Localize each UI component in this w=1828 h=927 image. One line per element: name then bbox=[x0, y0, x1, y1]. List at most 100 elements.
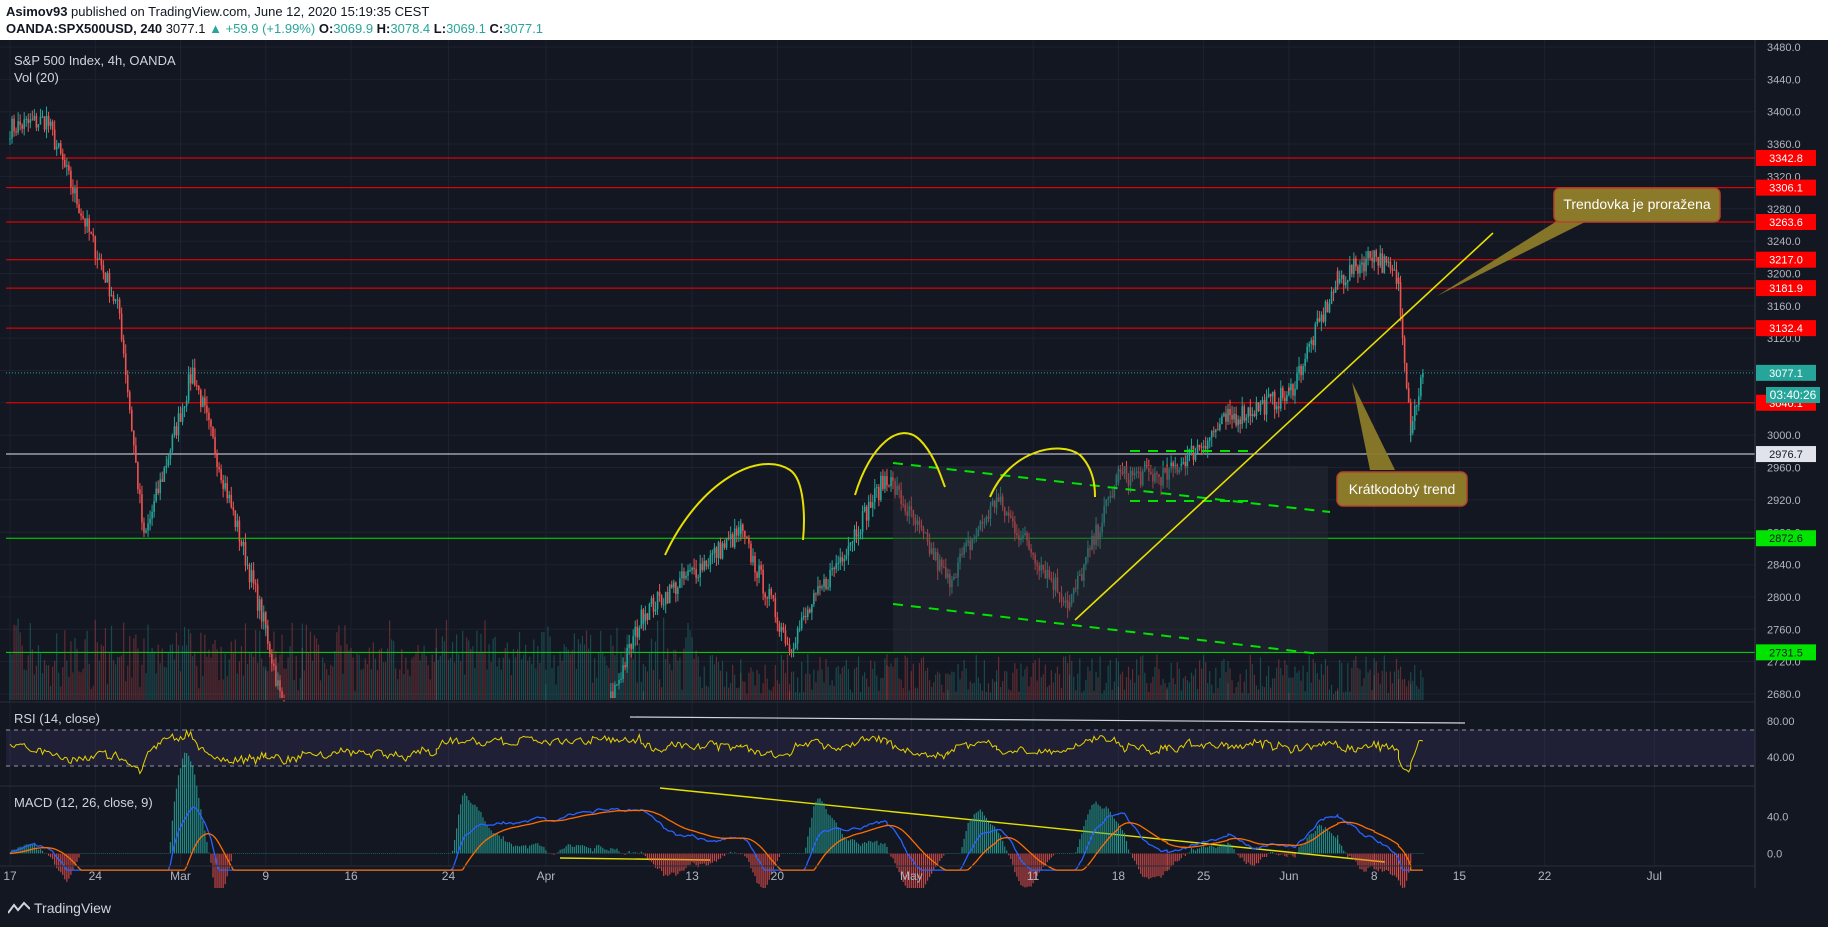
volume-bar bbox=[892, 666, 894, 700]
arc-head[interactable] bbox=[854, 432, 946, 496]
macd-histogram-bar bbox=[987, 821, 990, 854]
candle-body bbox=[740, 524, 742, 534]
volume-bar bbox=[194, 651, 196, 700]
candle-body bbox=[920, 524, 923, 529]
macd-histogram-bar bbox=[1044, 853, 1046, 865]
channel-rectangle[interactable] bbox=[893, 466, 1328, 652]
macd-histogram-bar bbox=[697, 853, 699, 868]
volume-bar bbox=[553, 655, 555, 700]
volume-bar bbox=[1166, 689, 1168, 700]
candle-body bbox=[1239, 419, 1241, 425]
macd-histogram-bar bbox=[330, 853, 332, 854]
macd-histogram-bar bbox=[650, 853, 653, 862]
volume-bar bbox=[1131, 669, 1134, 700]
macd-histogram-bar bbox=[1389, 853, 1391, 875]
volume-bar bbox=[594, 658, 596, 700]
candle-body bbox=[1298, 365, 1300, 374]
candle-body bbox=[648, 604, 651, 620]
volume-bar bbox=[1288, 677, 1290, 700]
macd-trendline-bottom[interactable] bbox=[559, 857, 711, 861]
macd-histogram-bar bbox=[561, 849, 563, 854]
macd-histogram-bar bbox=[630, 853, 632, 854]
candle-body bbox=[1409, 402, 1412, 436]
macd-histogram-bar bbox=[527, 848, 529, 854]
price-axis[interactable]: 3480.03440.03400.03360.03320.03280.03240… bbox=[1754, 40, 1828, 888]
macd-histogram-bar bbox=[1225, 844, 1227, 854]
volume-bar bbox=[1113, 681, 1115, 700]
macd-histogram-bar bbox=[776, 853, 778, 862]
macd-histogram-bar bbox=[1422, 853, 1424, 854]
macd-histogram-bar bbox=[267, 853, 269, 854]
macd-histogram-bar bbox=[74, 853, 76, 867]
macd-histogram-bar bbox=[713, 853, 716, 861]
annotation-box-2[interactable] bbox=[1336, 471, 1468, 507]
volume-bar bbox=[514, 657, 517, 700]
volume-bar bbox=[618, 684, 620, 700]
volume-bar bbox=[510, 675, 513, 700]
price-tick-label: 3480.0 bbox=[1767, 42, 1801, 54]
chart-canvas[interactable]: 17 24 Mar 9 16 24 Apr 13 20 May 11 18 25 Jun 8 15 22 Jul … bbox=[0, 40, 1828, 888]
macd-histogram-bar bbox=[902, 853, 904, 882]
brand-label[interactable]: TradingView bbox=[34, 900, 112, 916]
volume-bar bbox=[916, 688, 919, 700]
volume-bar bbox=[902, 687, 904, 700]
volume-bar bbox=[703, 666, 705, 700]
channel-top-line[interactable] bbox=[892, 462, 1331, 513]
macd-histogram-bar bbox=[380, 853, 383, 854]
candle-body bbox=[267, 625, 269, 644]
macd-histogram-bar bbox=[882, 844, 884, 854]
macd-histogram-bar bbox=[433, 853, 435, 854]
candle-body bbox=[173, 426, 176, 436]
candle-body bbox=[1259, 403, 1262, 411]
volume-bar bbox=[411, 658, 413, 700]
arc-right-shoulder[interactable] bbox=[989, 447, 1096, 498]
uptrend-line[interactable] bbox=[1074, 232, 1494, 621]
annotation-box-1[interactable] bbox=[1553, 187, 1721, 223]
macd-histogram-bar bbox=[1259, 853, 1262, 860]
candle-body bbox=[1040, 564, 1043, 571]
candle-body bbox=[1093, 535, 1095, 545]
candle-body bbox=[161, 479, 164, 482]
rsi-trendline[interactable] bbox=[629, 716, 1466, 724]
candle-body bbox=[837, 562, 840, 564]
volume-bar bbox=[163, 666, 165, 700]
volume-bar bbox=[433, 661, 435, 700]
macd-histogram-bar bbox=[413, 853, 415, 854]
volume-bar bbox=[397, 679, 399, 700]
volume-bar bbox=[39, 653, 42, 700]
macd-trendline-top[interactable] bbox=[659, 787, 1386, 863]
candle-body bbox=[624, 665, 626, 668]
macd-histogram-bar bbox=[837, 826, 839, 854]
candle-body bbox=[1081, 574, 1083, 581]
candle-body bbox=[640, 609, 643, 628]
macd-histogram-bar bbox=[520, 845, 523, 854]
volume-bar bbox=[1038, 658, 1040, 700]
price-tick-label: 3000.0 bbox=[1767, 430, 1801, 442]
volume-bar bbox=[1353, 659, 1355, 700]
drawings[interactable] bbox=[559, 232, 1494, 863]
candle-body bbox=[1141, 471, 1144, 486]
volume-bar bbox=[866, 678, 868, 700]
volume-bar bbox=[1213, 692, 1215, 700]
volume-bar bbox=[1300, 680, 1302, 700]
arc-left-shoulder[interactable] bbox=[664, 462, 805, 556]
volume-bar bbox=[1241, 692, 1243, 700]
volume-bar bbox=[667, 648, 669, 700]
volume-bar bbox=[267, 671, 269, 700]
candle-body bbox=[1275, 406, 1278, 410]
macd-histogram-bar bbox=[953, 853, 955, 854]
author-name[interactable]: Asimov93 bbox=[6, 4, 68, 19]
volume-bar bbox=[441, 636, 443, 700]
candle-body bbox=[971, 539, 974, 550]
candle-body bbox=[1119, 469, 1122, 472]
macd-histogram-bar bbox=[484, 821, 486, 854]
volume-bar bbox=[1150, 682, 1152, 700]
macd-histogram-bar bbox=[1316, 826, 1318, 854]
candle-body bbox=[35, 115, 38, 128]
volume-bar bbox=[1010, 690, 1012, 700]
volume-bar bbox=[1117, 686, 1119, 700]
volume-bar bbox=[17, 618, 19, 700]
volume-bar bbox=[762, 683, 764, 700]
candle-body bbox=[1204, 446, 1207, 449]
macd-histogram-bar bbox=[1255, 853, 1258, 864]
